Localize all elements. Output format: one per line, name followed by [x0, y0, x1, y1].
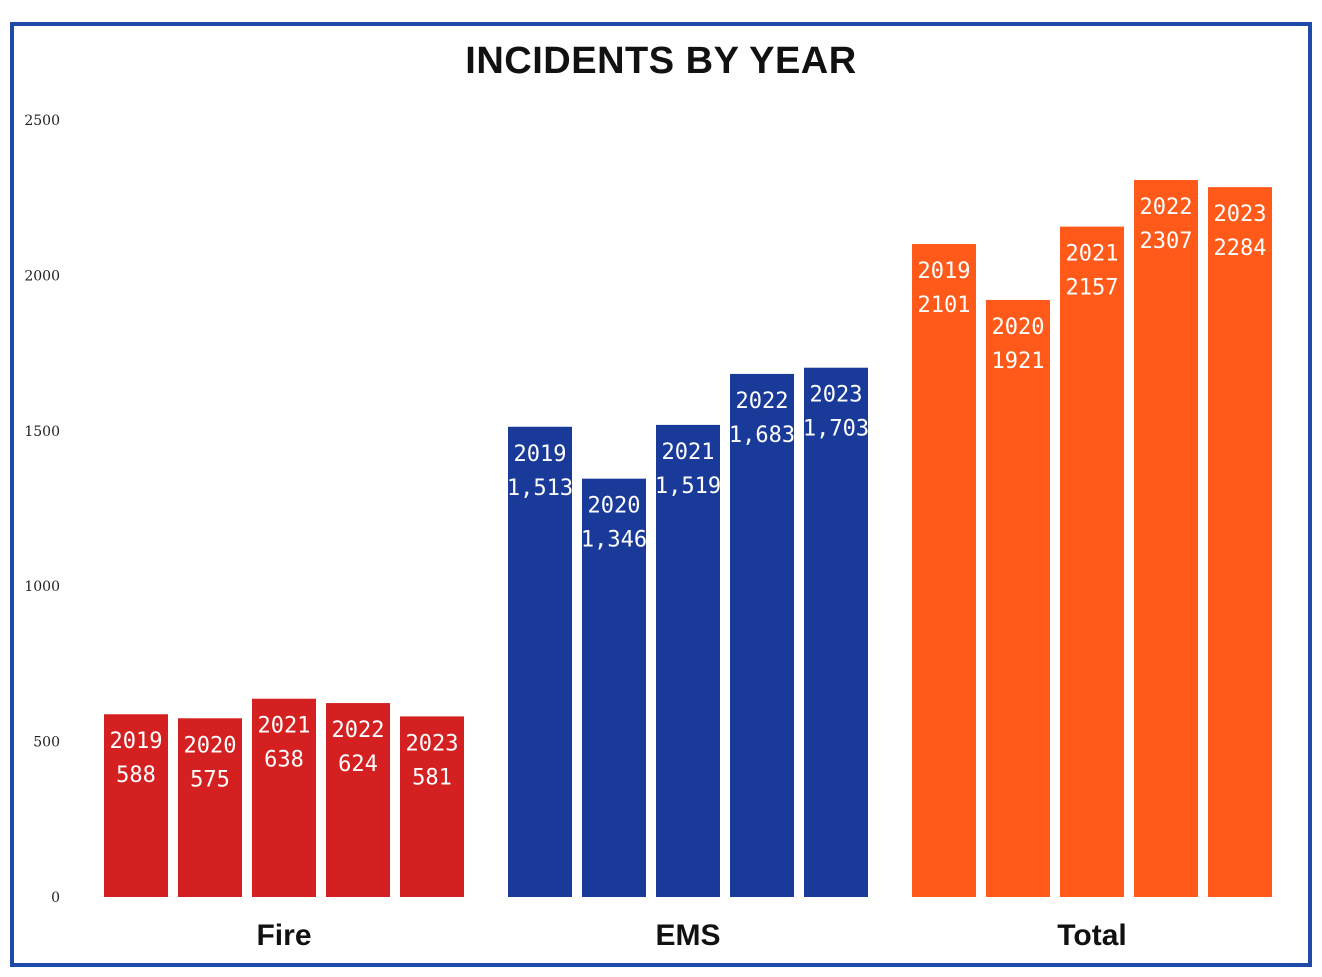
- bar-value-label: 575: [190, 767, 230, 792]
- bar-value-label: 1921: [992, 349, 1045, 374]
- bar-value-label: 1,519: [655, 474, 721, 499]
- bar-total-2019: [912, 244, 976, 897]
- bar-total-2020: [986, 299, 1050, 897]
- bar-year-label: 2022: [1140, 195, 1193, 220]
- category-label-total: Total: [1057, 919, 1126, 952]
- bar-year-label: 2023: [406, 731, 459, 756]
- bar-fire-2022: [326, 703, 390, 897]
- y-tick-label: 2000: [24, 268, 60, 284]
- y-tick-label: 2500: [24, 113, 60, 129]
- bar-fire-2023: [400, 716, 464, 897]
- bar-value-label: 2101: [918, 293, 971, 318]
- bar-fire-2019: [104, 714, 168, 897]
- y-tick-label: 1000: [24, 579, 60, 595]
- bar-ems-2021: [656, 424, 720, 897]
- bar-year-label: 2020: [588, 494, 641, 519]
- bar-value-label: 2307: [1140, 229, 1193, 254]
- bar-total-2022: [1134, 179, 1198, 898]
- bar-year-label: 2023: [810, 383, 863, 408]
- bar-value-label: 588: [116, 763, 156, 788]
- bar-value-label: 1,683: [729, 423, 795, 448]
- bar-year-label: 2021: [258, 714, 311, 739]
- bar-fire-2020: [178, 718, 242, 897]
- bar-value-label: 1,703: [803, 417, 869, 442]
- y-tick-label: 0: [51, 890, 60, 906]
- bar-value-label: 638: [264, 748, 304, 773]
- bar-year-label: 2019: [514, 442, 567, 467]
- bar-value-label: 581: [412, 765, 452, 790]
- bar-ems-2020: [582, 478, 646, 897]
- bar-year-label: 2022: [332, 718, 385, 743]
- bar-year-label: 2019: [110, 729, 163, 754]
- bar-year-label: 2022: [736, 389, 789, 414]
- bar-value-label: 2284: [1214, 236, 1267, 261]
- chart-title: INCIDENTS BY YEAR: [465, 40, 857, 82]
- bar-value-label: 624: [338, 752, 378, 777]
- y-tick-label: 1500: [24, 424, 60, 440]
- bar-total-2023: [1208, 187, 1272, 897]
- bar-year-label: 2023: [1214, 202, 1267, 227]
- bar-value-label: 2157: [1066, 276, 1119, 301]
- bar-ems-2023: [804, 367, 868, 897]
- category-label-fire: Fire: [256, 919, 311, 952]
- bar-fire-2021: [252, 698, 316, 897]
- bar-total-2021: [1060, 226, 1124, 898]
- y-tick-label: 500: [33, 735, 60, 751]
- bar-year-label: 2021: [1066, 242, 1119, 267]
- bar-ems-2019: [508, 426, 572, 897]
- bar-year-label: 2020: [184, 733, 237, 758]
- bar-year-label: 2020: [992, 315, 1045, 340]
- bar-ems-2022: [730, 373, 794, 898]
- bar-value-label: 1,346: [581, 528, 647, 553]
- bar-year-label: 2019: [918, 259, 971, 284]
- bar-year-label: 2021: [662, 440, 715, 465]
- category-label-ems: EMS: [655, 919, 720, 952]
- bar-value-label: 1,513: [507, 476, 573, 501]
